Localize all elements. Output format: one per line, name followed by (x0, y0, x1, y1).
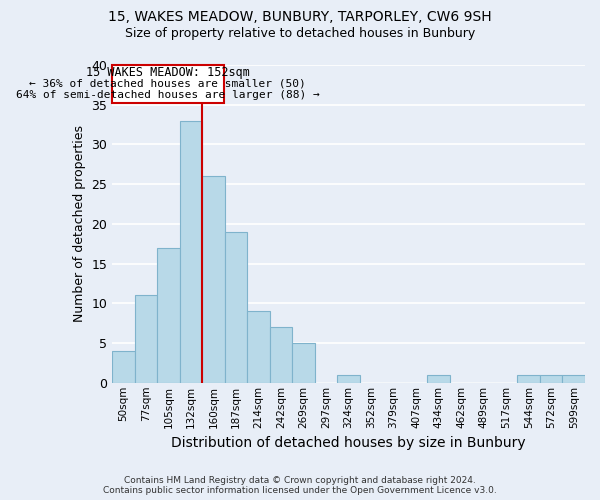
Text: Size of property relative to detached houses in Bunbury: Size of property relative to detached ho… (125, 28, 475, 40)
Bar (427, 375, 450, 383)
FancyBboxPatch shape (112, 65, 224, 103)
Text: 64% of semi-detached houses are larger (88) →: 64% of semi-detached houses are larger (… (16, 90, 320, 100)
Bar (517, 375, 540, 383)
Text: 15, WAKES MEADOW, BUNBURY, TARPORLEY, CW6 9SH: 15, WAKES MEADOW, BUNBURY, TARPORLEY, CW… (108, 10, 492, 24)
Text: 15 WAKES MEADOW: 152sqm: 15 WAKES MEADOW: 152sqm (86, 66, 250, 79)
Bar (562, 375, 585, 383)
Text: Contains HM Land Registry data © Crown copyright and database right 2024.
Contai: Contains HM Land Registry data © Crown c… (103, 476, 497, 495)
Bar (337, 375, 360, 383)
Bar (112, 351, 134, 383)
Bar (224, 232, 247, 383)
Text: ← 36% of detached houses are smaller (50): ← 36% of detached houses are smaller (50… (29, 78, 306, 88)
Bar (292, 343, 315, 383)
X-axis label: Distribution of detached houses by size in Bunbury: Distribution of detached houses by size … (171, 436, 526, 450)
Bar (247, 312, 270, 383)
Bar (157, 248, 179, 383)
Bar (540, 375, 562, 383)
Bar (179, 120, 202, 383)
Bar (202, 176, 224, 383)
Bar (270, 327, 292, 383)
Bar (134, 296, 157, 383)
Y-axis label: Number of detached properties: Number of detached properties (73, 126, 86, 322)
